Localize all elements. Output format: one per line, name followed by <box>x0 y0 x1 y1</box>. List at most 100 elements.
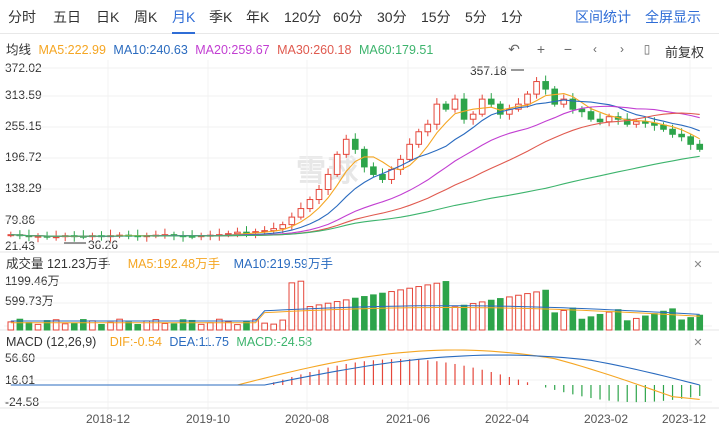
tab-5min[interactable]: 5分 <box>465 9 487 25</box>
tab-weekly-k[interactable]: 周K <box>134 9 158 25</box>
candle-body <box>678 133 685 138</box>
zoom-in-icon[interactable]: + <box>536 41 546 57</box>
volume-bar <box>660 310 667 331</box>
adjust-price-dropdown[interactable]: 前复权 <box>665 45 705 60</box>
volume-bar <box>497 298 504 331</box>
zoom-out-icon[interactable]: − <box>563 41 573 57</box>
volume-ma-line <box>10 305 700 322</box>
volume-bar <box>98 323 105 331</box>
candle-body <box>342 138 350 155</box>
volume-bar <box>179 319 187 331</box>
ma-line <box>10 99 700 237</box>
tab-30min[interactable]: 30分 <box>377 9 407 25</box>
candle-body <box>433 103 441 125</box>
candle-body <box>288 216 296 226</box>
volume-bar <box>252 318 259 331</box>
candle-body <box>632 121 640 125</box>
volume-bar <box>288 282 296 331</box>
tab-yearly-k[interactable]: 年K <box>246 9 270 25</box>
volume-bar <box>170 323 178 331</box>
volume-bar <box>379 292 386 331</box>
dif-value: DIF:-0.54 <box>109 335 162 349</box>
macd-series <box>10 349 701 403</box>
volume-bar <box>569 307 577 331</box>
volume-bar <box>596 313 604 331</box>
volume-tick: 1199.46万 <box>5 274 60 288</box>
volume-bar <box>397 289 404 331</box>
volume-bar <box>542 289 549 331</box>
x-tick: 2021-06 <box>385 412 431 426</box>
candle-body <box>669 128 676 135</box>
chevron-right-icon[interactable]: › <box>620 42 624 56</box>
candle-body <box>605 116 613 123</box>
macd-legend: MACD (12,26,9) DIF:-0.54 DEA:11.75 MACD:… <box>6 334 316 350</box>
volume-bar <box>361 296 368 331</box>
volume-bar <box>651 313 658 331</box>
tab-monthly-k[interactable]: 月K <box>172 0 196 34</box>
tab-15min[interactable]: 15分 <box>421 9 451 25</box>
volume-bar <box>152 319 160 331</box>
period-tab-bar: 分时 五日 日K 周K 月K 季K 年K 120分 60分 30分 15分 5分… <box>0 0 719 34</box>
ma5-value: MA5:222.99 <box>38 43 106 57</box>
tab-intraday[interactable]: 分时 <box>8 9 36 25</box>
candle-body <box>587 111 595 120</box>
volume-bar <box>351 297 359 331</box>
price-tick: 196.72 <box>5 150 42 164</box>
candle-body <box>370 166 377 175</box>
volume-bar <box>515 294 522 331</box>
volume-bar <box>642 315 649 331</box>
volume-legend-title: 成交量 121.23万手 <box>6 257 111 271</box>
volume-bar <box>315 304 323 331</box>
volume-bar <box>270 323 278 331</box>
candle-body <box>687 136 694 145</box>
macd-legend-title: MACD (12,26,9) <box>6 335 97 349</box>
x-tick: 2018-12 <box>85 412 131 426</box>
candle-body <box>533 81 540 95</box>
range-stats-button[interactable]: 区间统计 <box>575 9 631 25</box>
volume-bar <box>388 291 395 331</box>
candle-body <box>623 118 631 125</box>
candle-body <box>660 124 667 130</box>
tab-quarterly-k[interactable]: 季K <box>209 9 233 25</box>
volume-bar <box>234 324 241 331</box>
candle-body <box>351 138 359 150</box>
candle-body <box>551 88 559 105</box>
tab-daily-k[interactable]: 日K <box>96 9 120 25</box>
volume-bar <box>7 321 15 331</box>
candle-body <box>306 199 314 210</box>
candle-body <box>542 81 549 90</box>
volume-bar <box>578 318 586 331</box>
candle-body <box>451 98 459 110</box>
tab-five-day[interactable]: 五日 <box>53 9 81 25</box>
vol-ma10-value: MA10:219.59万手 <box>233 257 333 271</box>
volume-bar <box>279 319 287 331</box>
fullscreen-button[interactable]: 全屏显示 <box>645 9 701 25</box>
undo-icon[interactable]: ↶ <box>508 41 520 57</box>
tab-120min[interactable]: 120分 <box>284 9 322 25</box>
volume-bar <box>560 310 568 331</box>
close-macd-icon[interactable]: ✕ <box>693 337 703 349</box>
chevron-left-icon[interactable]: ‹ <box>593 42 597 56</box>
candle-body <box>569 98 577 110</box>
volume-ma-line <box>10 307 700 324</box>
candle-body <box>297 208 305 218</box>
candle-body <box>333 153 341 175</box>
ma10-value: MA10:240.63 <box>113 43 188 57</box>
volume-bar <box>116 318 123 331</box>
volume-bar <box>297 280 305 331</box>
volume-bar <box>487 299 495 331</box>
volume-tick: 599.73万 <box>5 294 54 308</box>
ma-legend: 均线 MA5:222.99 MA10:240.63 MA20:259.67 MA… <box>6 42 437 58</box>
volume-bar <box>188 319 196 331</box>
tab-60min[interactable]: 60分 <box>333 9 363 25</box>
candle-body <box>487 98 495 105</box>
candlestick-icon[interactable]: ▯ <box>643 42 651 56</box>
volume-bar <box>451 306 459 331</box>
volume-bar <box>406 287 413 331</box>
candle-body <box>524 93 531 105</box>
close-volume-icon[interactable]: ✕ <box>693 259 703 271</box>
tab-1min[interactable]: 1分 <box>501 9 523 25</box>
ma-line <box>10 93 700 238</box>
x-tick: 2023-12 <box>662 412 707 426</box>
